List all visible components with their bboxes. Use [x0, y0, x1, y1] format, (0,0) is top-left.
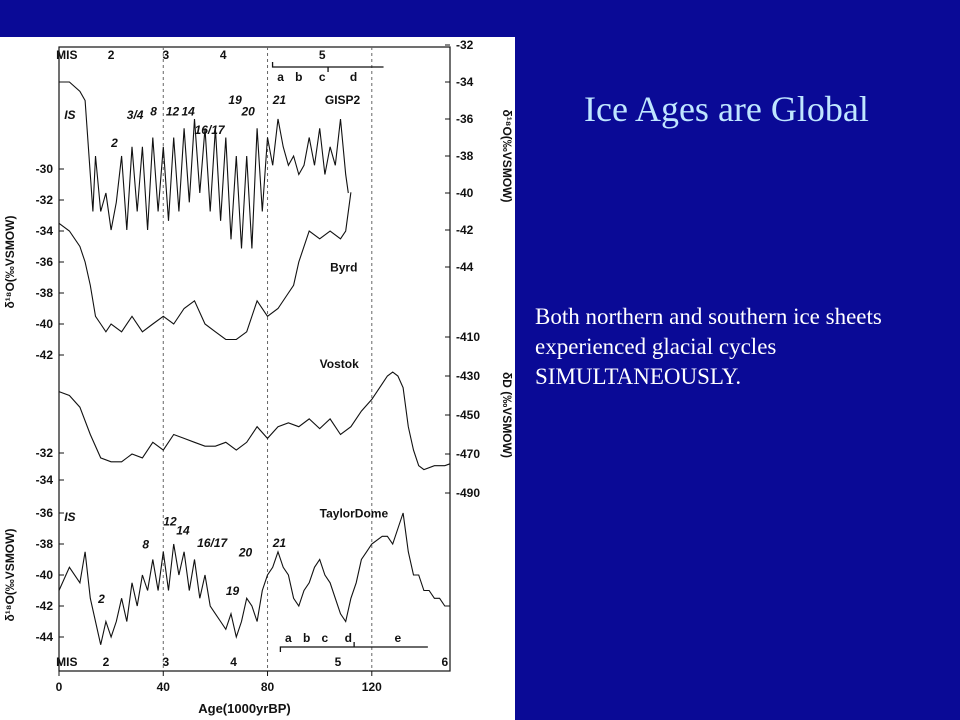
- substage-bottom-label: b: [303, 631, 310, 645]
- substage-top-label: a: [277, 70, 284, 84]
- mis-label-bottom: 5: [335, 655, 342, 669]
- y-tick-label: -36: [36, 506, 54, 520]
- mis-label-top: 2: [108, 48, 115, 62]
- y-tick-label: -40: [456, 186, 474, 200]
- series-annotation: 20: [238, 545, 253, 559]
- y-axis-label: δD (‰VSMOW): [500, 372, 514, 458]
- series-annotation: 8: [142, 538, 149, 552]
- series-annotation: TaylorDome: [320, 507, 389, 521]
- series-annotation: Byrd: [330, 260, 357, 274]
- y-tick-label: -40: [36, 568, 54, 582]
- series-annotation: 20: [240, 104, 255, 118]
- y-tick-label: -36: [456, 112, 474, 126]
- mis-label-top: 3: [163, 48, 170, 62]
- series-annotation: 2: [97, 592, 105, 606]
- y-tick-label: -32: [36, 193, 54, 207]
- slide-body-text: Both northern and southern ice sheets ex…: [535, 304, 882, 389]
- mis-label-bottom: 4: [230, 655, 237, 669]
- y-tick-label: -42: [36, 348, 54, 362]
- substage-bottom-bracket: [279, 642, 428, 652]
- series-annotation: GISP2: [325, 93, 361, 107]
- y-tick-label: -40: [36, 317, 54, 331]
- series-annotation: IS: [64, 510, 75, 524]
- y-tick-label: -34: [456, 75, 474, 89]
- series-annotation: 19: [226, 584, 240, 598]
- y-axis-label: δ¹⁸O(‰VSMOW): [3, 216, 17, 309]
- y-tick-label: -42: [456, 223, 474, 237]
- y-tick-label: -38: [36, 286, 54, 300]
- series-annotation: 12: [166, 104, 180, 118]
- series-line-vostok: [58, 371, 451, 471]
- y-tick-label: -42: [36, 599, 54, 613]
- series-line-taylordome: [58, 512, 450, 645]
- y-axis-label: δ¹⁸O(‰VSMOW): [500, 110, 514, 203]
- y-tick-label: -38: [36, 537, 54, 551]
- substage-bottom-label: d: [345, 631, 352, 645]
- mis-label-bottom: 2: [103, 655, 110, 669]
- series-annotation: 8: [150, 104, 157, 118]
- x-tick-label: 80: [261, 680, 275, 694]
- y-tick-label: -44: [456, 260, 474, 274]
- substage-top-label: c: [319, 70, 326, 84]
- y-tick-label: -32: [36, 446, 54, 460]
- substage-top-label: d: [350, 70, 357, 84]
- series-annotation: 21: [272, 536, 287, 550]
- series-annotation: 16/17: [195, 123, 226, 137]
- substage-bottom-label: a: [285, 631, 292, 645]
- mis-label-bottom: 3: [163, 655, 170, 669]
- series-annotation: 21: [272, 93, 287, 107]
- substage-bottom-label: e: [395, 631, 402, 645]
- substage-top-label: b: [295, 70, 302, 84]
- mis-label-bottom: MIS: [56, 655, 77, 669]
- mis-label-top: 4: [220, 48, 227, 62]
- slide-title: Ice Ages are Global: [584, 89, 869, 129]
- y-tick-label: -410: [456, 330, 480, 344]
- y-tick-label: -44: [36, 630, 54, 644]
- series-annotation: 3/4: [127, 108, 144, 122]
- climate-record-figure: 0 40 80 120 Age(1000yrBP) -32 -34 -36 -38 -40 -42 -…: [0, 37, 515, 720]
- mis-label-bottom: 6: [441, 655, 448, 669]
- y-tick-label: -34: [36, 224, 54, 238]
- y-tick-label: -36: [36, 255, 54, 269]
- y-tick-label: -430: [456, 369, 480, 383]
- series-annotation: 16/17: [197, 536, 228, 550]
- y-tick-label: -32: [456, 38, 474, 52]
- plot-frame: [58, 46, 451, 672]
- mis-label-top: MIS: [56, 48, 77, 62]
- series-annotation: 14: [176, 524, 190, 538]
- series-annotation: 14: [182, 104, 196, 118]
- series-annotation: 19: [228, 93, 242, 107]
- substage-bottom-label: c: [322, 631, 329, 645]
- mis-label-top: 5: [319, 48, 326, 62]
- series-annotation: Vostok: [320, 357, 359, 371]
- x-tick-label: 40: [157, 680, 171, 694]
- y-tick-label: -34: [36, 473, 54, 487]
- y-tick-label: -30: [36, 162, 54, 176]
- x-tick-label: 0: [56, 680, 63, 694]
- ice-core-chart: 0 40 80 120 Age(1000yrBP) -32 -34 -36 -38 -40 -42 -…: [3, 38, 514, 716]
- series-line-byrd: [58, 192, 352, 341]
- y-tick-label: -470: [456, 447, 480, 461]
- x-tick-label: 120: [362, 680, 382, 694]
- series-line-gisp2: [59, 81, 349, 249]
- y-axis-label: δ¹⁸O(‰VSMOW): [3, 529, 17, 622]
- series-annotation: 12: [163, 514, 177, 528]
- substage-top-bracket: [271, 62, 384, 72]
- y-tick-label: -490: [456, 486, 480, 500]
- x-axis-label: Age(1000yrBP): [198, 701, 291, 716]
- y-tick-label: -450: [456, 408, 480, 422]
- series-annotation: 2: [110, 136, 118, 150]
- series-annotation: IS: [64, 108, 75, 122]
- y-tick-label: -38: [456, 149, 474, 163]
